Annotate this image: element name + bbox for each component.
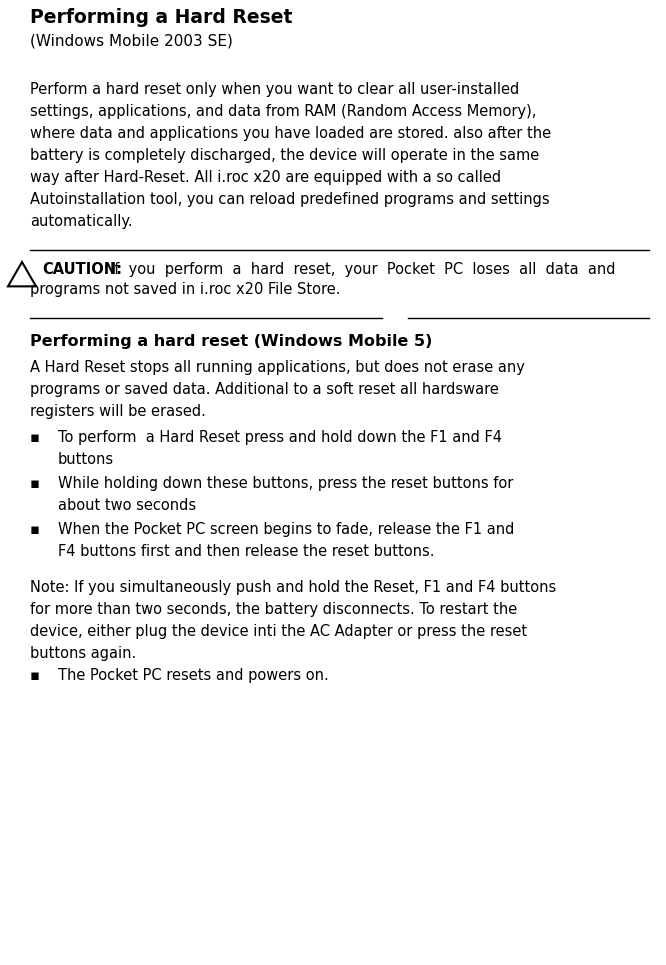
Text: programs or saved data. Additional to a soft reset all hardsware: programs or saved data. Additional to a … bbox=[30, 382, 499, 397]
Text: battery is completely discharged, the device will operate in the same: battery is completely discharged, the de… bbox=[30, 148, 539, 163]
Text: device, either plug the device inti the AC Adapter or press the reset: device, either plug the device inti the … bbox=[30, 624, 527, 639]
Text: CAUTION:: CAUTION: bbox=[42, 262, 122, 277]
Text: automatically.: automatically. bbox=[30, 214, 133, 229]
Text: settings, applications, and data from RAM (Random Access Memory),: settings, applications, and data from RA… bbox=[30, 104, 536, 119]
Text: buttons: buttons bbox=[58, 452, 114, 467]
Text: about two seconds: about two seconds bbox=[58, 498, 196, 513]
Text: Perform a hard reset only when you want to clear all user-installed: Perform a hard reset only when you want … bbox=[30, 82, 519, 97]
Text: Note: If you simultaneously push and hold the Reset, F1 and F4 buttons: Note: If you simultaneously push and hol… bbox=[30, 580, 556, 595]
Text: ▪: ▪ bbox=[30, 668, 40, 683]
Text: Performing a hard reset (Windows Mobile 5): Performing a hard reset (Windows Mobile … bbox=[30, 334, 432, 349]
Text: Performing a Hard Reset: Performing a Hard Reset bbox=[30, 8, 292, 27]
Text: buttons again.: buttons again. bbox=[30, 646, 137, 661]
Text: ▪: ▪ bbox=[30, 522, 40, 537]
Text: To perform  a Hard Reset press and hold down the F1 and F4: To perform a Hard Reset press and hold d… bbox=[58, 430, 502, 445]
Text: The Pocket PC resets and powers on.: The Pocket PC resets and powers on. bbox=[58, 668, 329, 683]
Text: where data and applications you have loaded are stored. also after the: where data and applications you have loa… bbox=[30, 126, 551, 141]
Text: When the Pocket PC screen begins to fade, release the F1 and: When the Pocket PC screen begins to fade… bbox=[58, 522, 514, 537]
Text: ▪: ▪ bbox=[30, 476, 40, 491]
Text: for more than two seconds, the battery disconnects. To restart the: for more than two seconds, the battery d… bbox=[30, 602, 517, 617]
Text: ▪: ▪ bbox=[30, 430, 40, 445]
Text: F4 buttons first and then release the reset buttons.: F4 buttons first and then release the re… bbox=[58, 544, 434, 559]
Text: (Windows Mobile 2003 SE): (Windows Mobile 2003 SE) bbox=[30, 34, 233, 49]
Text: Autoinstallation tool, you can reload predefined programs and settings: Autoinstallation tool, you can reload pr… bbox=[30, 192, 549, 207]
Text: A Hard Reset stops all running applications, but does not erase any: A Hard Reset stops all running applicati… bbox=[30, 360, 525, 375]
Text: way after Hard-Reset. All i.roc x20 are equipped with a so called: way after Hard-Reset. All i.roc x20 are … bbox=[30, 170, 501, 185]
Text: While holding down these buttons, press the reset buttons for: While holding down these buttons, press … bbox=[58, 476, 513, 491]
Text: If  you  perform  a  hard  reset,  your  Pocket  PC  loses  all  data  and: If you perform a hard reset, your Pocket… bbox=[110, 262, 615, 277]
Text: registers will be erased.: registers will be erased. bbox=[30, 404, 206, 419]
Text: programs not saved in i.roc x20 File Store.: programs not saved in i.roc x20 File Sto… bbox=[30, 282, 340, 297]
